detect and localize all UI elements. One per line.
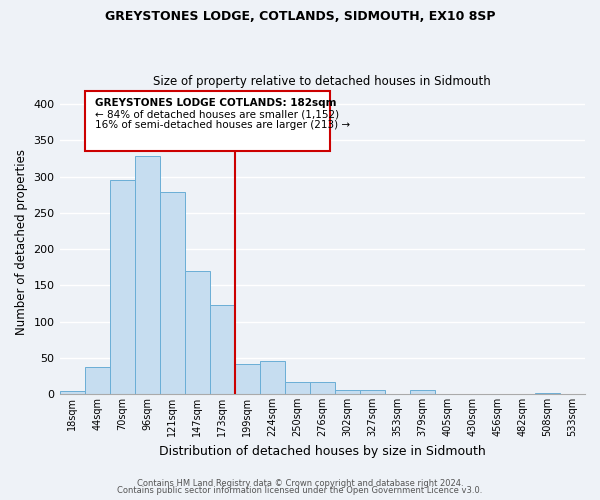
Bar — [185, 271, 209, 394]
Text: GREYSTONES LODGE COTLANDS: 182sqm: GREYSTONES LODGE COTLANDS: 182sqm — [95, 98, 336, 108]
Bar — [110, 180, 134, 394]
Bar — [410, 390, 435, 394]
FancyBboxPatch shape — [85, 91, 330, 152]
Title: Size of property relative to detached houses in Sidmouth: Size of property relative to detached ho… — [154, 76, 491, 88]
Text: 16% of semi-detached houses are larger (213) →: 16% of semi-detached houses are larger (… — [95, 120, 350, 130]
Bar — [260, 360, 285, 394]
X-axis label: Distribution of detached houses by size in Sidmouth: Distribution of detached houses by size … — [159, 444, 485, 458]
Bar — [235, 364, 260, 394]
Y-axis label: Number of detached properties: Number of detached properties — [15, 149, 28, 335]
Text: Contains public sector information licensed under the Open Government Licence v3: Contains public sector information licen… — [118, 486, 482, 495]
Bar — [335, 390, 360, 394]
Bar — [85, 367, 110, 394]
Text: ← 84% of detached houses are smaller (1,152): ← 84% of detached houses are smaller (1,… — [95, 109, 338, 119]
Bar — [134, 156, 160, 394]
Bar — [310, 382, 335, 394]
Bar — [285, 382, 310, 394]
Bar — [535, 392, 560, 394]
Bar — [360, 390, 385, 394]
Text: GREYSTONES LODGE, COTLANDS, SIDMOUTH, EX10 8SP: GREYSTONES LODGE, COTLANDS, SIDMOUTH, EX… — [105, 10, 495, 23]
Bar — [209, 305, 235, 394]
Bar — [59, 391, 85, 394]
Text: Contains HM Land Registry data © Crown copyright and database right 2024.: Contains HM Land Registry data © Crown c… — [137, 478, 463, 488]
Bar — [160, 192, 185, 394]
